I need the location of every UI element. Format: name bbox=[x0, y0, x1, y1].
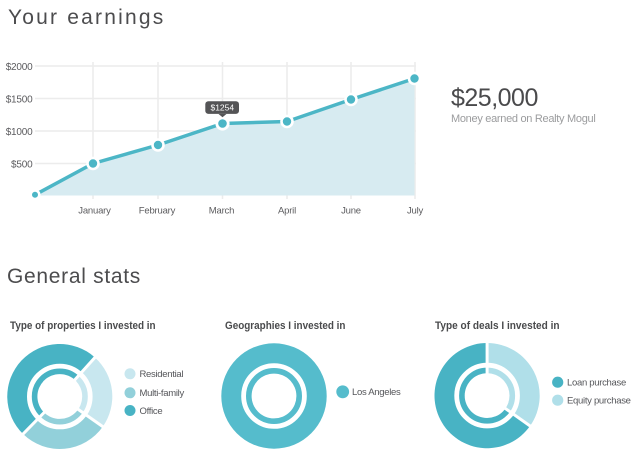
svg-text:February: February bbox=[139, 206, 176, 217]
svg-text:Equity purchase: Equity purchase bbox=[567, 396, 631, 407]
svg-text:Los Angeles: Los Angeles bbox=[352, 387, 401, 398]
svg-text:Loan purchase: Loan purchase bbox=[567, 378, 626, 389]
svg-text:$1254: $1254 bbox=[210, 103, 234, 113]
svg-text:March: March bbox=[209, 206, 234, 217]
svg-text:$1000: $1000 bbox=[6, 127, 33, 138]
svg-text:$1500: $1500 bbox=[6, 95, 33, 106]
svg-text:January: January bbox=[78, 206, 111, 217]
svg-text:$2000: $2000 bbox=[6, 62, 33, 73]
svg-text:June: June bbox=[341, 206, 361, 217]
svg-text:July: July bbox=[407, 206, 424, 217]
svg-text:$500: $500 bbox=[11, 160, 33, 171]
svg-text:April: April bbox=[278, 206, 296, 217]
svg-text:Multi-family: Multi-family bbox=[140, 388, 185, 399]
svg-text:Residential: Residential bbox=[140, 369, 184, 380]
svg-text:Office: Office bbox=[140, 406, 163, 417]
